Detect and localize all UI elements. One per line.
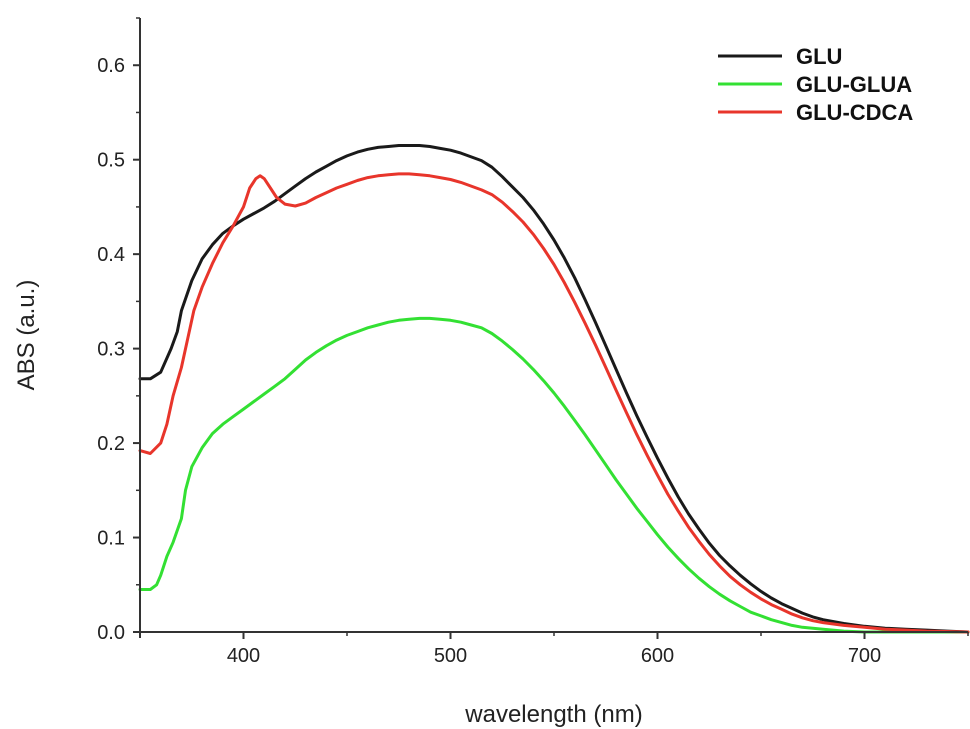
x-tick-label: 600 <box>641 645 674 667</box>
series-line-glu <box>138 144 970 634</box>
y-tick-label: 0.6 <box>97 55 125 77</box>
series-line-glu-cdca <box>138 172 970 634</box>
y-tick-label: 0.4 <box>97 244 125 266</box>
legend-label-glu: GLU <box>796 44 842 69</box>
legend: GLU GLU-GLUA GLU-CDCA <box>718 44 913 125</box>
axes: 0.0 0.1 0.2 0.3 0.4 0.5 0.6 400 500 600 700 <box>97 17 969 667</box>
y-tick-label: 0.2 <box>97 433 125 455</box>
y-tick-label: 0.5 <box>97 150 125 172</box>
y-tick-label: 0.3 <box>97 339 125 361</box>
x-axis-label: wavelength (nm) <box>464 701 642 728</box>
series-line-glu-glua <box>138 316 970 634</box>
y-tick-label: 0.0 <box>97 622 125 644</box>
x-tick-label: 400 <box>227 645 260 667</box>
x-tick-label: 500 <box>434 645 467 667</box>
legend-label-glu-cdca: GLU-CDCA <box>796 100 913 125</box>
legend-label-glu-glua: GLU-GLUA <box>796 72 912 97</box>
y-axis-label: ABS (a.u.) <box>13 280 40 391</box>
y-tick-label: 0.1 <box>97 528 125 550</box>
plot-area <box>138 144 970 634</box>
x-tick-label: 700 <box>848 645 881 667</box>
